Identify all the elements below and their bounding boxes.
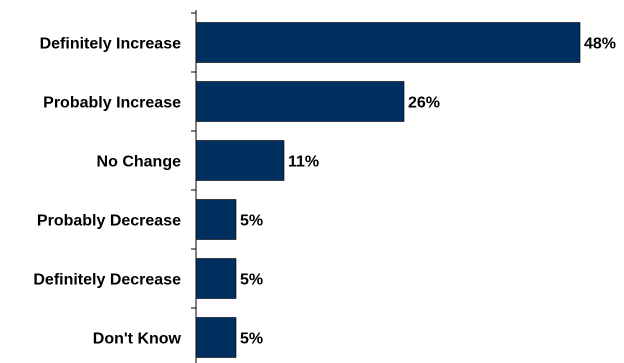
value-labels-group: 48% 26% 11% 5% 5% 5%	[240, 36, 616, 348]
category-label: Definitely Decrease	[33, 272, 181, 289]
bar	[195, 140, 285, 181]
bar	[195, 258, 237, 299]
bar	[195, 81, 405, 122]
category-labels-group: Definitely Increase Probably Increase No C…	[33, 36, 181, 348]
data-label: 48%	[584, 36, 616, 53]
data-label: 5%	[240, 331, 263, 348]
bar	[195, 199, 237, 240]
data-label: 5%	[240, 272, 263, 289]
data-label: 26%	[408, 95, 440, 112]
data-label: 11%	[288, 154, 319, 171]
category-label: Probably Increase	[43, 95, 181, 112]
y-axis-ticks	[191, 12, 196, 309]
category-label: No Change	[97, 154, 182, 171]
data-label: 5%	[240, 213, 263, 230]
bar	[195, 317, 237, 358]
bar	[195, 22, 581, 63]
bars-group	[195, 22, 581, 358]
category-label: Don't Know	[93, 331, 182, 348]
category-label: Probably Decrease	[37, 213, 181, 230]
category-label: Definitely Increase	[40, 36, 182, 53]
